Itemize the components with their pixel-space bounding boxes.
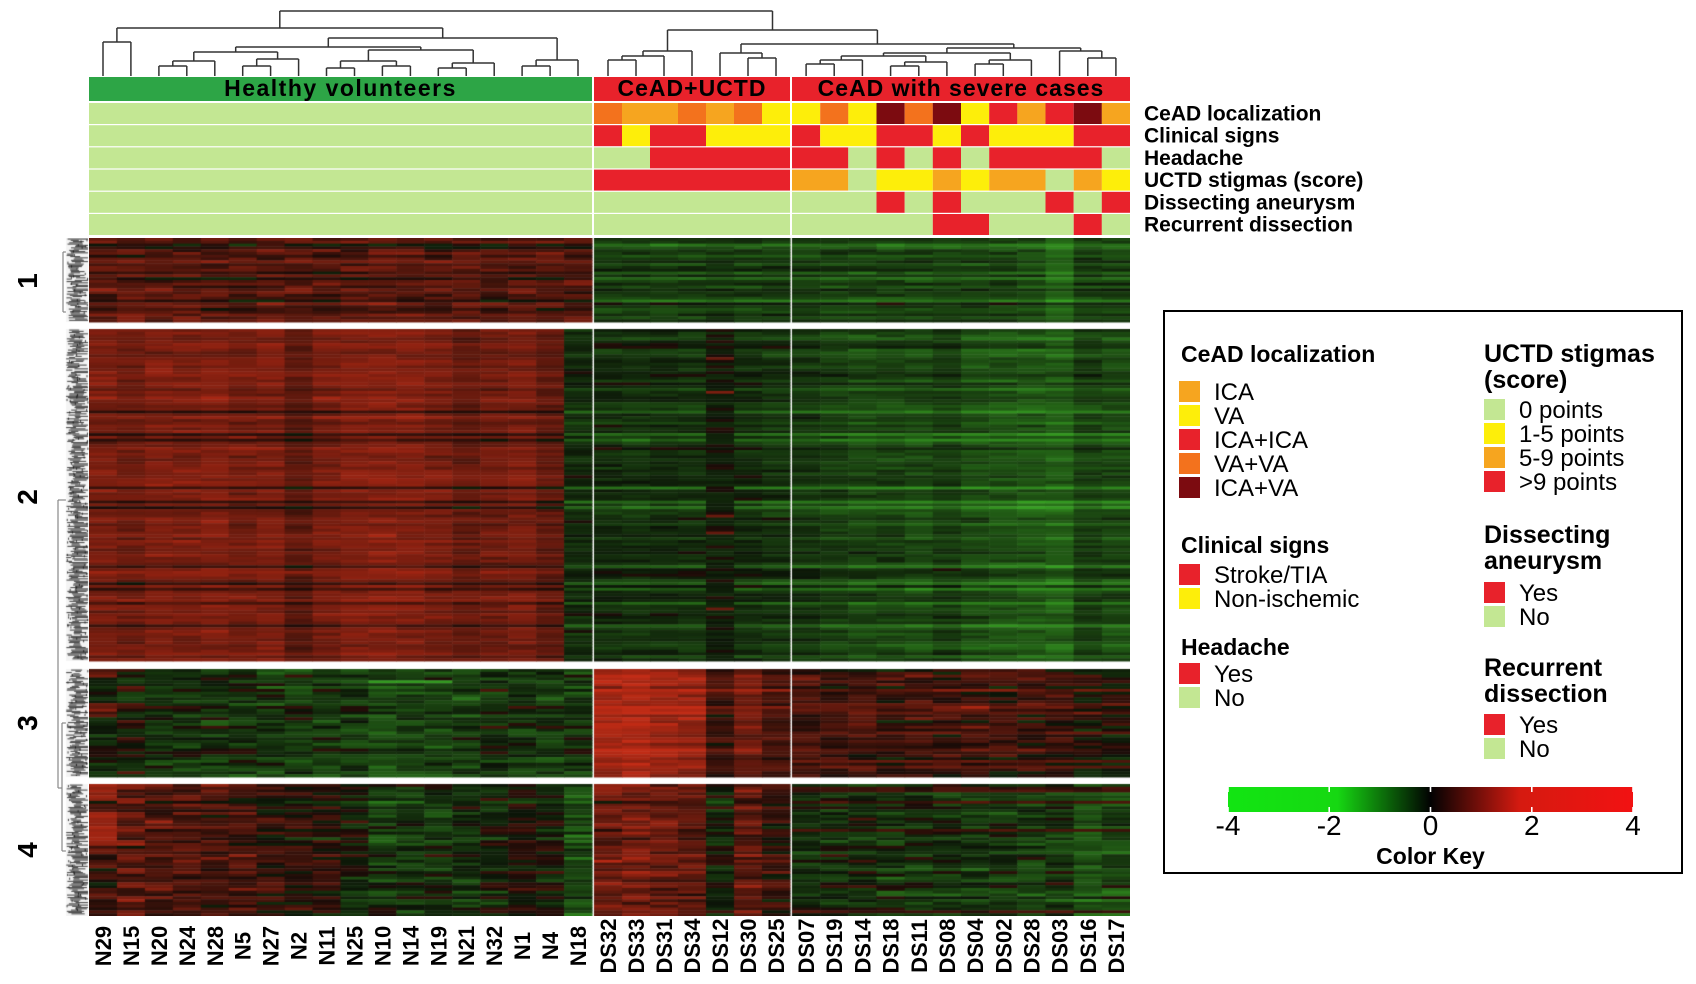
svg-text:CeAD localization: CeAD localization bbox=[1181, 341, 1375, 367]
svg-text:N32: N32 bbox=[482, 926, 507, 966]
svg-text:Clinical signs: Clinical signs bbox=[1144, 125, 1279, 148]
svg-text:Headache: Headache bbox=[1181, 634, 1290, 660]
svg-text:N20: N20 bbox=[147, 926, 172, 966]
svg-text:DS32: DS32 bbox=[596, 918, 621, 973]
svg-text:Stroke/TIA: Stroke/TIA bbox=[1214, 562, 1327, 589]
svg-text:DS02: DS02 bbox=[991, 918, 1016, 973]
svg-text:0 points: 0 points bbox=[1519, 397, 1603, 424]
svg-text:DS07: DS07 bbox=[794, 918, 819, 973]
svg-text:Healthy volunteers: Healthy volunteers bbox=[224, 75, 457, 101]
svg-text:Yes: Yes bbox=[1519, 580, 1558, 607]
svg-text:Recurrent: Recurrent bbox=[1484, 654, 1603, 682]
svg-text:UCTD stigmas (score): UCTD stigmas (score) bbox=[1144, 169, 1363, 192]
svg-text:CeAD localization: CeAD localization bbox=[1144, 103, 1321, 126]
svg-text:N28: N28 bbox=[203, 926, 228, 966]
svg-text:No: No bbox=[1214, 685, 1245, 712]
svg-text:DS04: DS04 bbox=[963, 918, 988, 974]
svg-text:UCTD stigmas: UCTD stigmas bbox=[1484, 340, 1655, 368]
svg-text:N21: N21 bbox=[454, 926, 479, 966]
svg-text:N5: N5 bbox=[231, 932, 256, 960]
svg-text:-4: -4 bbox=[1216, 810, 1241, 841]
svg-text:dissection: dissection bbox=[1484, 680, 1608, 708]
svg-text:2: 2 bbox=[1524, 810, 1540, 841]
svg-text:ICA: ICA bbox=[1214, 379, 1254, 406]
svg-text:Yes: Yes bbox=[1214, 661, 1253, 688]
svg-text:ICA+ICA: ICA+ICA bbox=[1214, 427, 1308, 454]
svg-text:N15: N15 bbox=[119, 926, 144, 966]
svg-text:N1: N1 bbox=[510, 932, 535, 960]
svg-text:N11: N11 bbox=[315, 926, 340, 965]
svg-text:4: 4 bbox=[1625, 810, 1641, 841]
svg-text:DS34: DS34 bbox=[680, 918, 705, 974]
svg-text:DS18: DS18 bbox=[879, 918, 904, 973]
svg-text:Dissecting: Dissecting bbox=[1484, 521, 1610, 549]
svg-text:DS08: DS08 bbox=[935, 918, 960, 973]
svg-text:Color Key: Color Key bbox=[1376, 843, 1485, 869]
svg-text:No: No bbox=[1519, 604, 1550, 631]
svg-text:4: 4 bbox=[12, 842, 43, 858]
svg-text:N24: N24 bbox=[175, 925, 200, 966]
svg-text:1-5 points: 1-5 points bbox=[1519, 421, 1624, 448]
svg-text:Clinical signs: Clinical signs bbox=[1181, 532, 1329, 558]
svg-text:(score): (score) bbox=[1484, 366, 1567, 394]
svg-text:CeAD with severe cases: CeAD with severe cases bbox=[818, 75, 1105, 101]
svg-text:DS03: DS03 bbox=[1048, 918, 1073, 973]
svg-text:DS25: DS25 bbox=[764, 918, 789, 973]
svg-text:N4: N4 bbox=[538, 931, 563, 960]
svg-text:N18: N18 bbox=[566, 926, 591, 966]
svg-text:2: 2 bbox=[12, 489, 43, 505]
svg-text:N27: N27 bbox=[259, 926, 284, 966]
svg-text:DS33: DS33 bbox=[624, 918, 649, 973]
svg-text:3: 3 bbox=[12, 715, 43, 731]
svg-text:DS31: DS31 bbox=[652, 918, 677, 973]
svg-text:Dissecting aneurysm: Dissecting aneurysm bbox=[1144, 191, 1355, 214]
svg-text:0: 0 bbox=[1423, 810, 1439, 841]
svg-text:No: No bbox=[1519, 736, 1550, 763]
svg-text:>9 points: >9 points bbox=[1519, 469, 1617, 496]
svg-text:DS16: DS16 bbox=[1076, 918, 1101, 973]
svg-text:aneurysm: aneurysm bbox=[1484, 547, 1602, 575]
svg-text:DS28: DS28 bbox=[1019, 918, 1044, 973]
svg-text:-2: -2 bbox=[1317, 810, 1342, 841]
svg-text:ICA+VA: ICA+VA bbox=[1214, 475, 1298, 502]
svg-text:DS17: DS17 bbox=[1104, 918, 1129, 973]
svg-text:N10: N10 bbox=[370, 926, 395, 966]
svg-text:DS11: DS11 bbox=[907, 919, 932, 973]
svg-text:N19: N19 bbox=[426, 926, 451, 966]
svg-text:5-9 points: 5-9 points bbox=[1519, 445, 1624, 472]
svg-text:DS30: DS30 bbox=[736, 918, 761, 973]
svg-text:CeAD+UCTD: CeAD+UCTD bbox=[618, 75, 767, 101]
svg-text:Headache: Headache bbox=[1144, 147, 1243, 170]
svg-text:N29: N29 bbox=[91, 926, 116, 966]
svg-text:N14: N14 bbox=[398, 925, 423, 966]
svg-text:VA+VA: VA+VA bbox=[1214, 451, 1288, 478]
svg-text:DS12: DS12 bbox=[708, 918, 733, 973]
svg-text:VA: VA bbox=[1214, 403, 1244, 430]
svg-text:N2: N2 bbox=[287, 932, 312, 960]
svg-text:Recurrent dissection: Recurrent dissection bbox=[1144, 214, 1353, 237]
svg-text:1: 1 bbox=[12, 273, 43, 289]
svg-text:Yes: Yes bbox=[1519, 712, 1558, 739]
svg-text:Non-ischemic: Non-ischemic bbox=[1214, 586, 1359, 613]
svg-text:N25: N25 bbox=[343, 926, 368, 966]
svg-text:DS14: DS14 bbox=[850, 918, 875, 974]
svg-text:DS19: DS19 bbox=[822, 918, 847, 973]
